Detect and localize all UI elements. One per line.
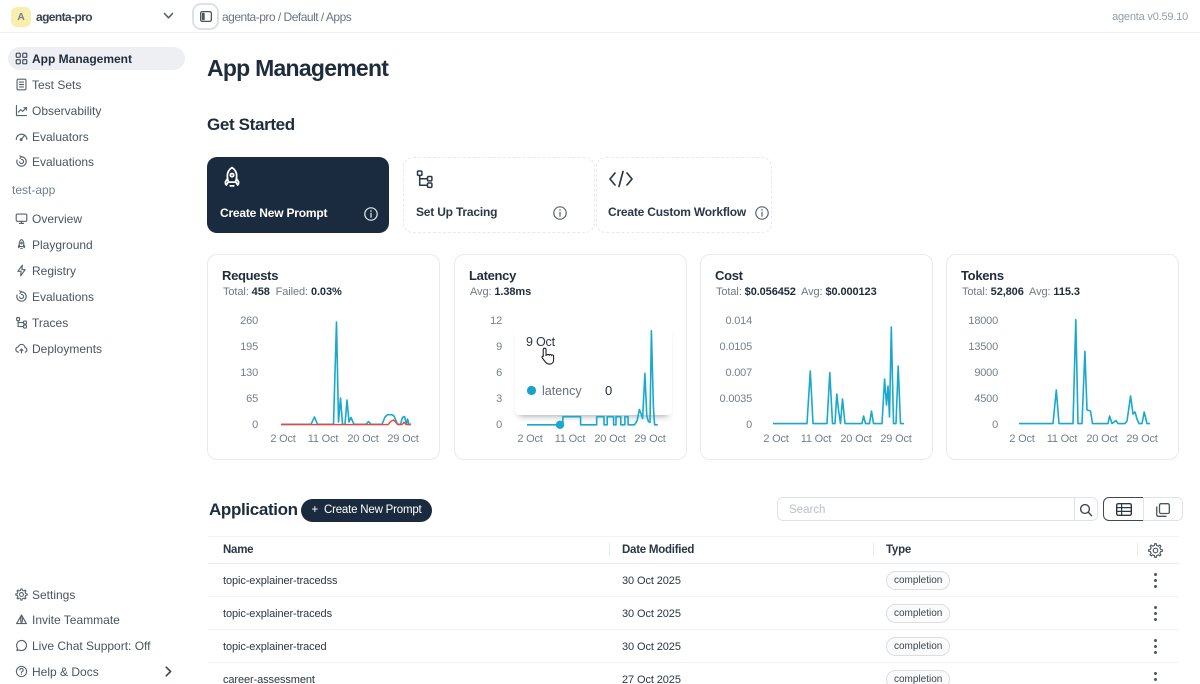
svg-text:0: 0 <box>496 419 502 431</box>
svg-text:2 Oct: 2 Oct <box>1009 433 1034 445</box>
svg-text:9000: 9000 <box>974 367 998 379</box>
svg-text:29 Oct: 29 Oct <box>1126 433 1157 445</box>
svg-text:0.0035: 0.0035 <box>720 393 753 405</box>
svg-text:13500: 13500 <box>968 341 998 353</box>
svg-text:18000: 18000 <box>968 315 998 327</box>
svg-text:0.0105: 0.0105 <box>720 341 753 353</box>
svg-text:20 Oct: 20 Oct <box>347 433 378 445</box>
svg-text:11 Oct: 11 Oct <box>308 433 339 445</box>
svg-text:130: 130 <box>240 367 258 379</box>
svg-text:4500: 4500 <box>974 393 998 405</box>
svg-text:20 Oct: 20 Oct <box>840 433 871 445</box>
svg-text:20 Oct: 20 Oct <box>594 433 625 445</box>
svg-text:11 Oct: 11 Oct <box>1047 433 1078 445</box>
svg-text:29 Oct: 29 Oct <box>387 433 418 445</box>
svg-text:0: 0 <box>992 419 998 431</box>
svg-text:6: 6 <box>496 367 502 379</box>
svg-text:3: 3 <box>496 393 502 405</box>
svg-text:2 Oct: 2 Oct <box>763 433 788 445</box>
svg-text:29 Oct: 29 Oct <box>880 433 911 445</box>
svg-text:20 Oct: 20 Oct <box>1086 433 1117 445</box>
svg-text:11 Oct: 11 Oct <box>555 433 586 445</box>
svg-text:0: 0 <box>746 419 752 431</box>
svg-text:65: 65 <box>246 393 258 405</box>
svg-text:0.007: 0.007 <box>725 367 752 379</box>
svg-text:2 Oct: 2 Oct <box>517 433 542 445</box>
svg-text:0.014: 0.014 <box>725 315 752 327</box>
svg-text:11 Oct: 11 Oct <box>801 433 832 445</box>
svg-text:2 Oct: 2 Oct <box>270 433 295 445</box>
svg-text:260: 260 <box>240 315 258 327</box>
svg-text:195: 195 <box>240 341 258 353</box>
svg-text:9: 9 <box>496 341 502 353</box>
svg-text:12: 12 <box>490 315 502 327</box>
svg-text:29 Oct: 29 Oct <box>634 433 665 445</box>
svg-text:0: 0 <box>252 419 258 431</box>
